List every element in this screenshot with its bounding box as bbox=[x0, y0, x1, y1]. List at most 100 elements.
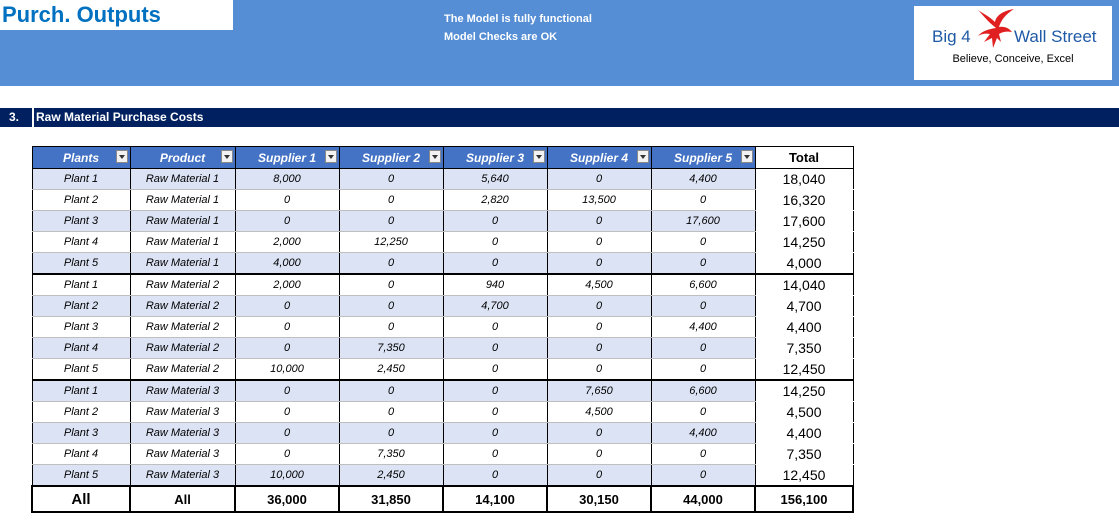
row-total-cell[interactable]: 14,250 bbox=[754, 380, 854, 402]
table-cell[interactable]: 4,500 bbox=[546, 401, 652, 423]
table-cell[interactable]: Raw Material 2 bbox=[129, 358, 236, 381]
table-cell[interactable]: 0 bbox=[546, 464, 652, 487]
row-total-cell[interactable]: 12,450 bbox=[754, 358, 854, 381]
table-cell[interactable]: 0 bbox=[338, 401, 444, 423]
table-cell[interactable]: 0 bbox=[338, 380, 444, 402]
table-cell[interactable]: 7,350 bbox=[338, 337, 444, 359]
table-cell[interactable]: Plant 5 bbox=[31, 464, 131, 487]
table-cell[interactable]: 0 bbox=[442, 443, 548, 465]
table-cell[interactable]: 0 bbox=[546, 422, 652, 444]
table-cell[interactable]: 0 bbox=[338, 252, 444, 275]
row-total-cell[interactable]: 14,250 bbox=[754, 231, 854, 253]
table-cell[interactable]: Raw Material 1 bbox=[129, 189, 236, 211]
table-cell[interactable]: 10,000 bbox=[234, 358, 340, 381]
table-cell[interactable]: 13,500 bbox=[546, 189, 652, 211]
table-cell[interactable]: 5,640 bbox=[442, 168, 548, 190]
table-cell[interactable]: 0 bbox=[234, 380, 340, 402]
table-cell[interactable]: 0 bbox=[234, 337, 340, 359]
table-cell[interactable]: 8,000 bbox=[234, 168, 340, 190]
table-cell[interactable]: Raw Material 3 bbox=[129, 443, 236, 465]
total-cell[interactable]: 30,150 bbox=[546, 485, 652, 513]
table-cell[interactable]: 4,000 bbox=[234, 252, 340, 275]
total-cell[interactable]: All bbox=[31, 485, 131, 513]
table-cell[interactable]: 0 bbox=[546, 295, 652, 317]
row-total-cell[interactable]: 16,320 bbox=[754, 189, 854, 211]
total-cell[interactable]: All bbox=[129, 485, 236, 513]
row-total-cell[interactable]: 14,040 bbox=[754, 274, 854, 296]
table-cell[interactable]: 0 bbox=[442, 337, 548, 359]
table-cell[interactable]: 4,700 bbox=[442, 295, 548, 317]
table-cell[interactable]: 0 bbox=[234, 401, 340, 423]
total-cell[interactable]: 14,100 bbox=[442, 485, 548, 513]
table-cell[interactable]: 0 bbox=[338, 168, 444, 190]
table-cell[interactable]: 0 bbox=[234, 316, 340, 338]
table-cell[interactable]: Plant 2 bbox=[31, 401, 131, 423]
table-cell[interactable]: 2,450 bbox=[338, 358, 444, 381]
table-cell[interactable]: 0 bbox=[442, 252, 548, 275]
table-cell[interactable]: Raw Material 3 bbox=[129, 380, 236, 402]
row-total-cell[interactable]: 18,040 bbox=[754, 168, 854, 190]
filter-dropdown-icon[interactable] bbox=[532, 150, 545, 163]
table-cell[interactable]: 0 bbox=[234, 422, 340, 444]
table-cell[interactable]: 0 bbox=[442, 231, 548, 253]
filter-dropdown-icon[interactable] bbox=[115, 150, 128, 163]
table-cell[interactable]: Plant 3 bbox=[31, 422, 131, 444]
row-total-cell[interactable]: 4,400 bbox=[754, 422, 854, 444]
table-cell[interactable]: 0 bbox=[650, 358, 756, 381]
row-total-cell[interactable]: 7,350 bbox=[754, 443, 854, 465]
table-cell[interactable]: 0 bbox=[650, 337, 756, 359]
table-cell[interactable]: Raw Material 1 bbox=[129, 168, 236, 190]
table-cell[interactable]: 0 bbox=[338, 274, 444, 296]
total-cell[interactable]: 156,100 bbox=[754, 485, 854, 513]
table-cell[interactable]: 0 bbox=[442, 358, 548, 381]
table-cell[interactable]: 0 bbox=[338, 316, 444, 338]
table-cell[interactable]: Plant 1 bbox=[31, 380, 131, 402]
table-cell[interactable]: Raw Material 2 bbox=[129, 295, 236, 317]
table-cell[interactable]: 0 bbox=[234, 189, 340, 211]
table-cell[interactable]: 0 bbox=[234, 295, 340, 317]
table-cell[interactable]: Raw Material 2 bbox=[129, 274, 236, 296]
table-cell[interactable]: Plant 5 bbox=[31, 358, 131, 381]
table-cell[interactable]: Plant 4 bbox=[31, 337, 131, 359]
table-cell[interactable]: Plant 2 bbox=[31, 189, 131, 211]
row-total-cell[interactable]: 4,500 bbox=[754, 401, 854, 423]
total-cell[interactable]: 36,000 bbox=[234, 485, 340, 513]
table-cell[interactable]: 0 bbox=[546, 443, 652, 465]
table-cell[interactable]: 17,600 bbox=[650, 210, 756, 232]
filter-dropdown-icon[interactable] bbox=[324, 150, 337, 163]
table-cell[interactable]: Plant 3 bbox=[31, 316, 131, 338]
table-cell[interactable]: 0 bbox=[442, 422, 548, 444]
table-cell[interactable]: Raw Material 3 bbox=[129, 422, 236, 444]
table-cell[interactable]: Raw Material 1 bbox=[129, 252, 236, 275]
table-cell[interactable]: 0 bbox=[650, 295, 756, 317]
table-cell[interactable]: 2,450 bbox=[338, 464, 444, 487]
table-cell[interactable]: 7,350 bbox=[338, 443, 444, 465]
table-cell[interactable]: 0 bbox=[650, 401, 756, 423]
table-cell[interactable]: 0 bbox=[546, 337, 652, 359]
table-cell[interactable]: 10,000 bbox=[234, 464, 340, 487]
table-cell[interactable]: Plant 5 bbox=[31, 252, 131, 275]
table-cell[interactable]: Raw Material 2 bbox=[129, 337, 236, 359]
total-cell[interactable]: 44,000 bbox=[650, 485, 756, 513]
table-cell[interactable]: 2,820 bbox=[442, 189, 548, 211]
table-cell[interactable]: 0 bbox=[338, 189, 444, 211]
table-cell[interactable]: 0 bbox=[442, 401, 548, 423]
filter-dropdown-icon[interactable] bbox=[428, 150, 441, 163]
table-cell[interactable]: 12,250 bbox=[338, 231, 444, 253]
table-cell[interactable]: 0 bbox=[650, 443, 756, 465]
table-cell[interactable]: Plant 4 bbox=[31, 443, 131, 465]
table-cell[interactable]: 0 bbox=[338, 210, 444, 232]
row-total-cell[interactable]: 12,450 bbox=[754, 464, 854, 487]
row-total-cell[interactable]: 17,600 bbox=[754, 210, 854, 232]
total-cell[interactable]: 31,850 bbox=[338, 485, 444, 513]
table-cell[interactable]: Plant 1 bbox=[31, 274, 131, 296]
table-cell[interactable]: 0 bbox=[546, 316, 652, 338]
table-cell[interactable]: 0 bbox=[338, 422, 444, 444]
table-cell[interactable]: 6,600 bbox=[650, 274, 756, 296]
table-cell[interactable]: Raw Material 3 bbox=[129, 401, 236, 423]
table-cell[interactable]: Raw Material 2 bbox=[129, 316, 236, 338]
table-cell[interactable]: 940 bbox=[442, 274, 548, 296]
table-cell[interactable]: 0 bbox=[442, 464, 548, 487]
table-cell[interactable]: Raw Material 3 bbox=[129, 464, 236, 487]
table-cell[interactable]: 0 bbox=[234, 443, 340, 465]
